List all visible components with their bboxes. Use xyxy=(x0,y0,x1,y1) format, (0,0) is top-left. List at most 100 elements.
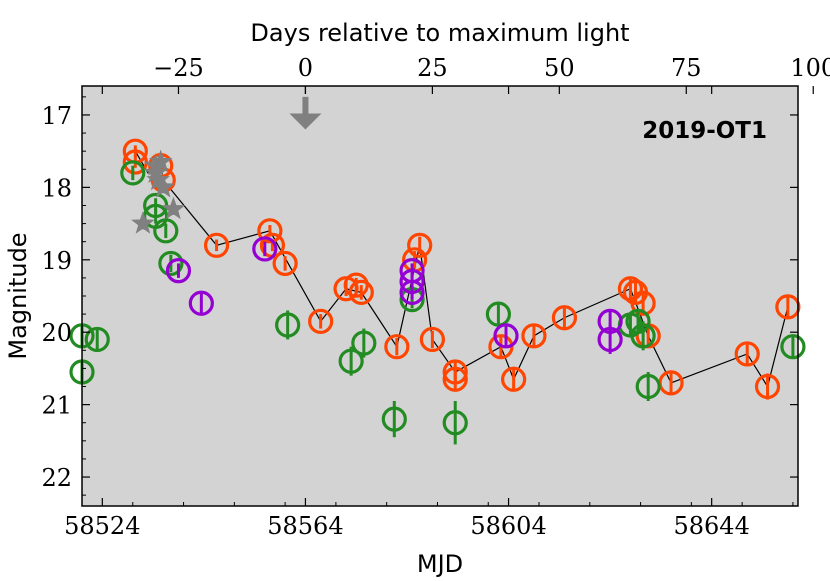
circle-marker xyxy=(780,334,806,360)
green-data-point xyxy=(635,372,661,401)
orange-data-point xyxy=(203,232,230,258)
gray-data-point xyxy=(131,211,155,234)
circle-marker xyxy=(153,218,179,244)
x-tick-label: 58564 xyxy=(267,512,343,540)
orange-data-point xyxy=(419,326,445,353)
orange-data-point xyxy=(348,279,374,305)
top-tick-label: −25 xyxy=(153,54,204,82)
y-tick-label: 17 xyxy=(41,102,72,130)
circle-marker xyxy=(493,323,519,349)
orange-data-point xyxy=(308,308,334,334)
plot-frame xyxy=(81,85,799,507)
orange-data-point xyxy=(407,232,433,258)
y-tick-label: 19 xyxy=(41,247,72,275)
circle-marker xyxy=(407,232,433,258)
circle-marker xyxy=(399,279,425,305)
orange-data-point xyxy=(521,323,547,349)
y-axis-title: Magnitude xyxy=(4,232,32,359)
circle-marker xyxy=(551,305,578,331)
green-data-point xyxy=(485,301,511,327)
circle-marker xyxy=(617,276,644,302)
circle-marker xyxy=(597,326,623,353)
top-axis-title: Days relative to maximum light xyxy=(250,19,629,47)
x-axis-title: MJD xyxy=(417,550,463,578)
circle-marker xyxy=(275,312,301,338)
circle-marker xyxy=(351,330,377,356)
circle-marker xyxy=(381,406,407,432)
green-data-point xyxy=(381,401,407,438)
gray-data-point xyxy=(151,174,176,198)
circle-marker xyxy=(625,308,651,334)
green-data-point xyxy=(780,334,806,360)
circle-marker xyxy=(419,326,445,353)
orange-data-point xyxy=(775,294,801,320)
circle-marker xyxy=(348,279,374,305)
orange-data-point xyxy=(551,305,578,331)
x-tick-label: 58524 xyxy=(64,512,140,540)
axis-ticks-layer: 58524 58564 58604 58644 −25 0 25 50 75 100 17 18 19 2… xyxy=(41,54,830,540)
y-tick-label: 18 xyxy=(41,174,72,202)
circle-marker xyxy=(734,341,760,367)
top-tick-label: 0 xyxy=(298,54,313,82)
plot-area xyxy=(82,86,798,506)
y-tick-label: 21 xyxy=(41,392,72,420)
circle-marker xyxy=(257,218,283,244)
circle-marker xyxy=(442,410,468,436)
circle-marker xyxy=(485,301,511,327)
x-tick-label: 58644 xyxy=(673,512,749,540)
circle-marker xyxy=(630,323,656,349)
circle-marker xyxy=(501,366,527,392)
green-data-point xyxy=(153,218,179,244)
top-tick-label: 50 xyxy=(544,54,575,82)
circle-marker xyxy=(343,272,369,298)
x-tick-label: 58604 xyxy=(470,512,546,540)
y-tick-label: 20 xyxy=(41,319,72,347)
arrow-head xyxy=(289,113,322,130)
orange-data-point xyxy=(442,366,468,392)
green-data-point xyxy=(338,346,364,376)
star-marker xyxy=(148,149,173,173)
purple-data-point xyxy=(493,323,519,349)
circle-marker xyxy=(442,366,468,392)
orange-data-point xyxy=(754,373,781,400)
circle-marker xyxy=(84,326,110,353)
star-marker xyxy=(161,196,186,220)
gray-data-point xyxy=(161,196,186,220)
top-tick-label: 25 xyxy=(417,54,448,82)
circle-marker xyxy=(272,250,298,277)
orange-data-point xyxy=(343,272,369,298)
gray-data-point xyxy=(148,149,173,173)
circle-marker xyxy=(754,373,781,400)
green-data-point xyxy=(120,160,146,186)
purple-data-point xyxy=(165,258,192,284)
green-data-point xyxy=(84,326,110,353)
top-tick-label: 75 xyxy=(671,54,702,82)
orange-data-point xyxy=(501,366,527,392)
purple-data-point xyxy=(399,279,425,305)
star-marker xyxy=(151,174,176,198)
circle-marker xyxy=(120,160,146,186)
y-tick-label: 22 xyxy=(41,464,72,492)
green-data-point xyxy=(275,310,301,340)
purple-data-point xyxy=(252,236,278,262)
orange-data-point xyxy=(734,341,760,367)
purple-data-point xyxy=(597,324,623,354)
orange-data-point xyxy=(272,250,298,277)
orange-data-point xyxy=(384,334,410,360)
circle-marker xyxy=(635,373,661,400)
star-marker xyxy=(131,211,155,234)
circle-marker xyxy=(252,236,278,262)
circle-marker xyxy=(158,250,184,277)
circle-marker xyxy=(308,308,334,334)
green-data-point xyxy=(351,328,377,358)
green-data-point xyxy=(442,401,468,445)
circle-marker xyxy=(165,258,192,284)
purple-data-point xyxy=(188,290,214,316)
circle-marker xyxy=(188,290,214,316)
green-data-point xyxy=(625,308,651,334)
circle-marker xyxy=(775,294,801,320)
green-data-point xyxy=(630,321,656,351)
max-light-arrow-layer xyxy=(289,96,322,130)
top-tick-label: 100 xyxy=(790,54,830,82)
